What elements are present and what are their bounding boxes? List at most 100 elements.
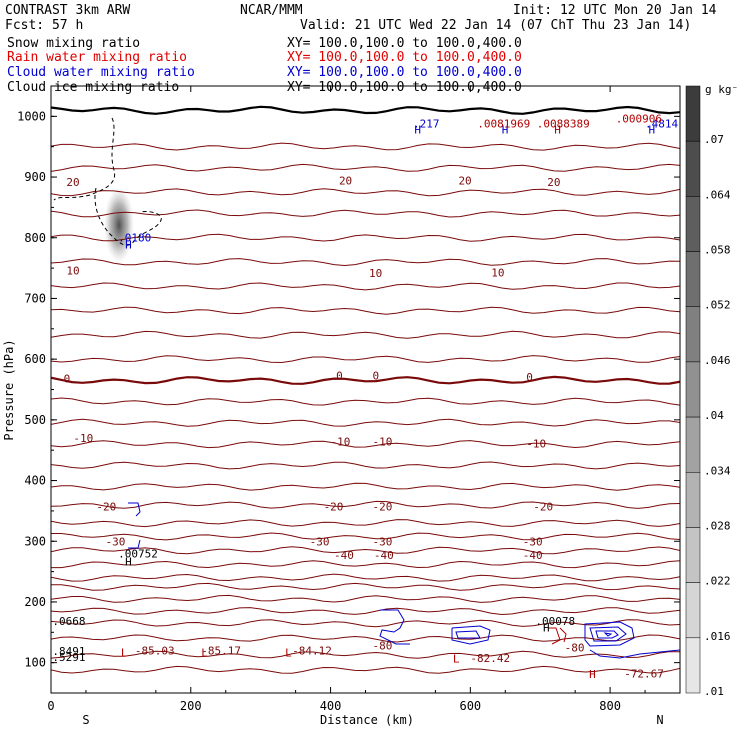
colorbar-label: .028 (704, 519, 731, 532)
colorbar-swatch (685, 582, 701, 639)
isotherm-line (51, 582, 680, 591)
temperature-label: -20 (372, 501, 392, 514)
title-left: CONTRAST 3km ARW (5, 3, 130, 18)
temperature-label: 20 (339, 175, 352, 188)
title-center: NCAR/MMM (240, 3, 303, 18)
temperature-label: -84.12 (292, 645, 332, 658)
temperature-label: -10 (73, 432, 93, 445)
y-tick-label: 500 (24, 413, 46, 427)
forecast-hour: Fcst: 57 h (5, 18, 83, 33)
isotherm-line (51, 142, 680, 151)
rain-water-contour (548, 627, 567, 645)
y-tick-label: 600 (24, 352, 46, 366)
field-cloudwater-name: Cloud water mixing ratio (7, 65, 195, 80)
north-label: N (656, 713, 663, 727)
temperature-label: 10 (369, 267, 382, 280)
extremum-marker: H (502, 123, 509, 136)
isotherm-line (51, 634, 680, 643)
value-label: .000906 (616, 112, 662, 125)
temperature-label: -10 (526, 438, 546, 451)
field-rain-name: Rain water mixing ratio (7, 50, 187, 65)
field-snow-xy: XY= 100.0,100.0 to 100.0,400.0 (287, 36, 522, 51)
extremum-marker: H (414, 123, 421, 136)
colorbar-swatch (685, 140, 701, 197)
isotherm-line (51, 188, 680, 197)
valid-time: Valid: 21 UTC Wed 22 Jan 14 (07 ChT Thu … (300, 18, 691, 33)
value-label: .8491 (52, 645, 85, 658)
temperature-label: -10 (331, 436, 351, 449)
field-cloudice-name: Cloud ice mixing ratio (7, 80, 179, 95)
value-label: .00078 (535, 615, 575, 628)
y-tick-label: 200 (24, 595, 46, 609)
extremum-marker: H (125, 239, 132, 252)
temperature-label: 0 (526, 371, 533, 384)
value-label: .217 (413, 117, 440, 130)
isotherm-line (51, 607, 680, 616)
temperature-label: -72.67 (624, 668, 664, 681)
isotherm-line (51, 461, 680, 470)
temperature-label: 10 (66, 265, 79, 278)
temperature-label: 20 (458, 175, 471, 188)
colorbar-label: .016 (704, 630, 731, 643)
temperature-label: -80 (565, 641, 585, 654)
isotherm-line (51, 665, 680, 674)
value-label: .0668 (52, 615, 85, 628)
x-tick-label: 200 (180, 699, 202, 713)
value-label: .0088389 (537, 117, 590, 130)
value-label: .5291 (52, 651, 85, 664)
extremum-marker: H (543, 622, 550, 635)
colorbar-swatch (685, 306, 701, 363)
temperature-label: 0 (336, 370, 343, 383)
colorbar-label: .058 (704, 244, 731, 257)
isotherm-line (51, 573, 680, 582)
cloud-water-contour-low-1 (379, 609, 410, 645)
temperature-label: -85.17 (201, 645, 241, 658)
temperature-label: -40 (523, 549, 543, 562)
snow-mixing-ratio-shading (104, 187, 134, 263)
cloud-ice-contour (53, 117, 162, 246)
isotherm-line (51, 397, 680, 406)
colorbar-label: .034 (704, 464, 731, 477)
colorbar-swatch (685, 416, 701, 473)
temperature-label: 0 (64, 373, 71, 386)
x-tick-label: 600 (459, 699, 481, 713)
x-axis: 0 200 400 600 800 (47, 86, 646, 713)
plot-area: -85.03 -85.17 -84.12 -80-82.42-80-72.67-40-… (51, 105, 680, 681)
isotherm-line (51, 330, 680, 339)
colorbar-unit: g kg⁻¹ (705, 83, 740, 96)
isotherm-line (51, 594, 680, 603)
y-axis-label: Pressure (hPa) (2, 339, 16, 440)
colorbar: .07 .064 .058 .052 .046 .04 .034 .028 .022 .016 .0… (685, 85, 731, 698)
value-label: .4814 (645, 117, 678, 130)
isotherm-line (51, 560, 680, 569)
isotherm-line (51, 163, 680, 172)
isotherm-line (51, 209, 680, 218)
isotherm-line (51, 546, 680, 555)
temperature-label: -10 (372, 436, 392, 449)
temperature-label: -40 (334, 549, 354, 562)
temperature-label: -20 (96, 501, 116, 514)
field-cloudwater-xy: XY= 100.0,100.0 to 100.0,400.0 (287, 65, 522, 80)
colorbar-swatch (685, 637, 701, 694)
temperature-label: -80 (372, 640, 392, 653)
x-tick-label: 800 (599, 699, 621, 713)
colorbar-label: .04 (704, 409, 724, 422)
colorbar-swatch (685, 251, 701, 307)
extremum-marker: L (121, 647, 128, 660)
colorbar-swatch (685, 196, 701, 252)
init-time: Init: 12 UTC Mon 20 Jan 14 (513, 3, 717, 18)
field-cloudice-xy: XY= 100.0,100.0 to 100.0,400.0 (287, 80, 522, 95)
y-tick-label: 400 (24, 474, 46, 488)
temperature-label: 20 (547, 176, 560, 189)
temperature-label: -40 (374, 549, 394, 562)
temperature-label: -30 (310, 535, 330, 548)
colorbar-label: .07 (704, 133, 724, 146)
isotherm-line (51, 282, 680, 291)
temperature-label: 10 (491, 266, 504, 279)
isotherm-line (51, 418, 680, 427)
isotherm-line (51, 355, 680, 364)
isotherm-line (51, 440, 680, 449)
isotherm-line (51, 306, 680, 315)
colorbar-label: .022 (704, 575, 731, 588)
isotherm-line (51, 532, 680, 541)
